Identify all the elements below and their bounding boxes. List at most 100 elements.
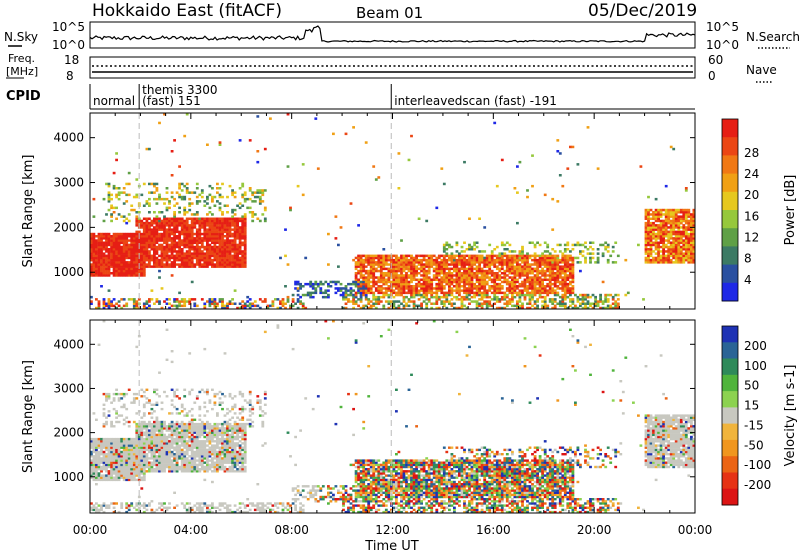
heatmap-cell: [498, 291, 502, 295]
heatmap-cell: [233, 243, 237, 247]
heatmap-cell: [667, 248, 671, 251]
heatmap-cell: [359, 263, 363, 266]
heatmap-cell: [682, 219, 686, 223]
heatmap-cell: [682, 241, 686, 244]
heatmap-cell: [140, 267, 144, 271]
heatmap-cell: [649, 221, 653, 225]
heatmap-cell: [435, 274, 439, 277]
heatmap-cell: [478, 282, 481, 286]
heatmap-cell: [478, 291, 481, 295]
heatmap-cell: [316, 167, 320, 170]
heatmap-cell: [148, 265, 151, 268]
heatmap-cell: [690, 243, 693, 247]
heatmap-cell: [420, 282, 423, 286]
heatmap-cell: [586, 126, 590, 129]
heatmap-cell: [543, 289, 547, 292]
heatmap-cell: [569, 269, 572, 273]
heatmap-cell: [377, 295, 381, 299]
heatmap-cell: [400, 269, 403, 273]
heatmap-cell: [279, 302, 282, 305]
heatmap-cell: [90, 463, 93, 467]
heatmap-cell: [206, 248, 209, 251]
heatmap-cell: [122, 459, 126, 462]
heatmap-cell: [644, 232, 648, 236]
heatmap-cell: [132, 254, 136, 258]
heatmap-cell: [652, 250, 655, 253]
heatmap-cell: [107, 256, 111, 260]
heatmap-cell: [122, 241, 126, 244]
heatmap-cell: [493, 278, 497, 281]
heatmap-cell: [364, 295, 368, 299]
heatmap-cell: [140, 254, 144, 258]
heatmap-cell: [203, 235, 207, 238]
heatmap-cell: [324, 291, 328, 295]
heatmap-cell: [392, 274, 396, 277]
heatmap-cell: [158, 197, 161, 201]
heatmap-cell: [130, 265, 134, 268]
heatmap-cell: [533, 276, 537, 279]
heatmap-cell: [127, 506, 131, 509]
heatmap-cell: [216, 232, 219, 236]
heatmap-cell: [442, 272, 446, 275]
heatmap-cell: [112, 263, 116, 266]
heatmap-cell: [591, 302, 595, 305]
heatmap-cell: [228, 228, 232, 231]
heatmap-cell: [344, 293, 348, 297]
heatmap-cell: [470, 280, 474, 284]
heatmap-cell: [364, 291, 368, 295]
heatmap-cell: [135, 256, 139, 260]
heatmap-cell: [163, 232, 166, 236]
heatmap-cell: [402, 265, 406, 268]
heatmap-cell: [120, 191, 124, 194]
heatmap-cell: [233, 261, 237, 264]
heatmap-cell: [231, 248, 234, 251]
heatmap-cell: [402, 289, 406, 292]
heatmap-cell: [125, 474, 129, 477]
heatmap-cell: [453, 256, 456, 260]
heatmap-cell: [314, 287, 318, 290]
heatmap-cell: [538, 258, 542, 262]
heatmap-cell: [674, 250, 678, 253]
heatmap-cell: [609, 306, 613, 310]
heatmap-cell: [566, 295, 570, 299]
heatmap-cell: [105, 463, 108, 467]
heatmap-cell: [458, 274, 461, 277]
heatmap-cell: [448, 291, 451, 295]
heatmap-cell: [657, 258, 660, 262]
heatmap-cell: [117, 245, 121, 249]
heatmap-cell: [206, 143, 209, 146]
heatmap-cell: [135, 433, 139, 437]
heatmap-cell: [115, 444, 118, 447]
heatmap-cell: [107, 302, 111, 305]
heatmap-cell: [475, 256, 479, 260]
heatmap-cell: [518, 285, 522, 288]
heatmap-cell: [221, 232, 224, 236]
heatmap-cell: [142, 306, 146, 310]
heatmap-cell: [589, 256, 592, 260]
heatmap-cell: [677, 256, 681, 260]
heatmap-cell: [137, 241, 141, 244]
heatmap-cell: [236, 243, 239, 247]
heatmap-cell: [306, 291, 310, 295]
heatmap-cell: [301, 193, 305, 197]
heatmap-cell: [241, 221, 245, 225]
heatmap-cell: [609, 254, 613, 258]
heatmap-cell: [528, 254, 532, 258]
heatmap-cell: [203, 254, 207, 258]
heatmap-cell: [115, 420, 118, 424]
heatmap-cell: [604, 245, 608, 249]
heatmap-cell: [105, 422, 108, 426]
heatmap-cell: [90, 232, 93, 236]
heatmap-cell: [480, 269, 484, 273]
heatmap-cell: [148, 202, 151, 205]
heatmap-cell: [669, 245, 673, 249]
heatmap-cell: [513, 269, 517, 273]
heatmap-cell: [160, 224, 164, 227]
heatmap-cell: [369, 276, 373, 279]
heatmap-cell: [566, 167, 570, 170]
heatmap-cell: [243, 221, 247, 225]
heatmap-cell: [206, 202, 209, 205]
heatmap-cell: [667, 237, 671, 240]
heatmap-cell: [596, 300, 600, 303]
heatmap-cell: [377, 300, 381, 303]
